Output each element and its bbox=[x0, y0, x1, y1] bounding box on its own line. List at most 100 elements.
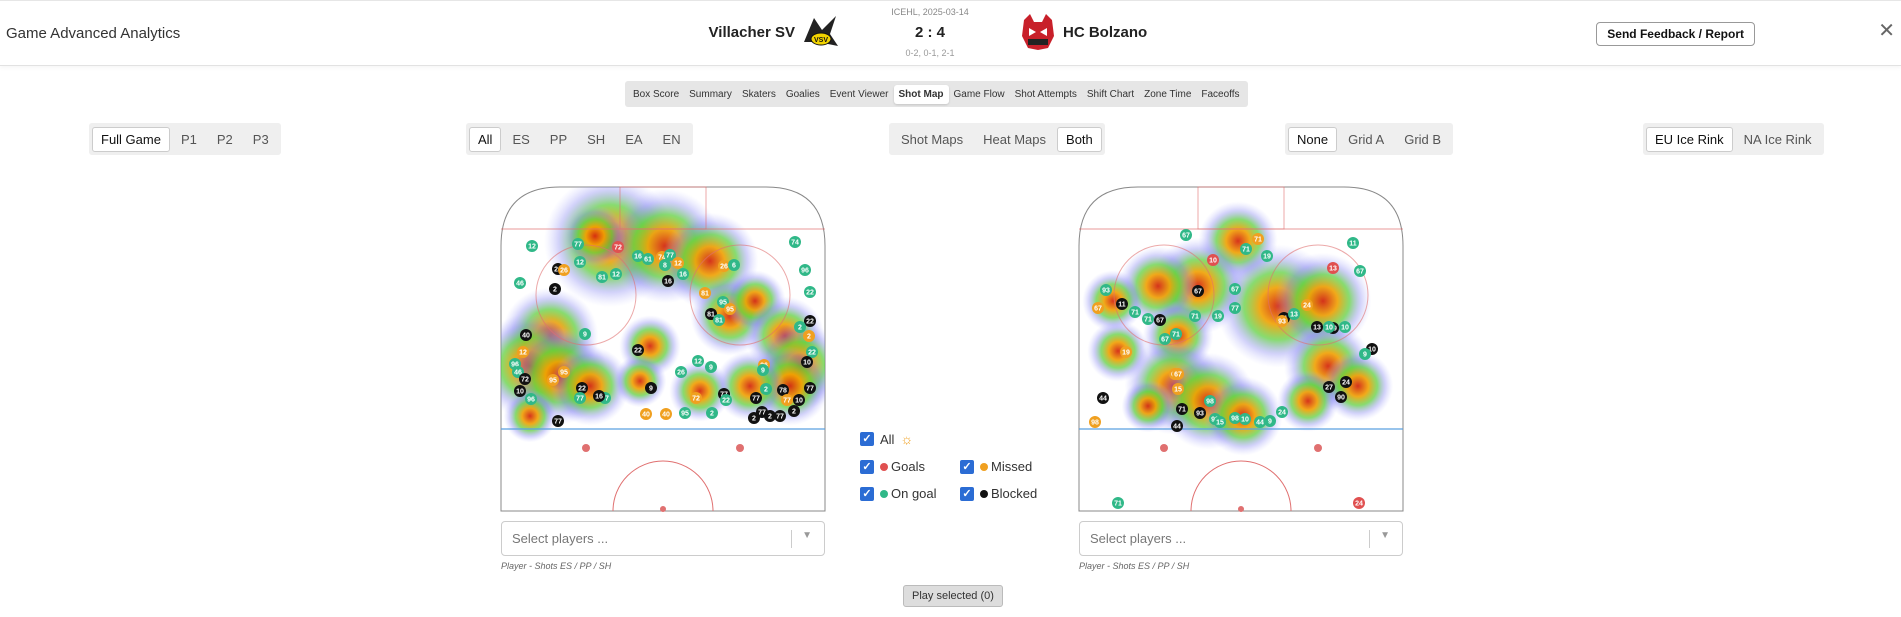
shot-marker[interactable]: 40 bbox=[660, 408, 672, 420]
shot-marker[interactable]: 93 bbox=[1100, 284, 1112, 296]
shot-marker[interactable]: 71 bbox=[1176, 403, 1188, 415]
shot-marker[interactable]: 12 bbox=[526, 240, 538, 252]
shot-marker[interactable]: 67 bbox=[1172, 368, 1184, 380]
rink-option-na-ice-rink[interactable]: NA Ice Rink bbox=[1743, 131, 1812, 147]
sun-icon[interactable]: ☼ bbox=[900, 431, 914, 447]
shot-marker[interactable]: 67 bbox=[1229, 283, 1241, 295]
shot-marker[interactable]: 22 bbox=[804, 286, 816, 298]
tab-faceoffs[interactable]: Faceoffs bbox=[1201, 88, 1240, 100]
shot-marker[interactable]: 77 bbox=[750, 392, 762, 404]
period-option-p1[interactable]: P1 bbox=[180, 131, 197, 147]
strength-option-es[interactable]: ES bbox=[512, 131, 530, 147]
shot-marker[interactable]: 19 bbox=[1261, 250, 1273, 262]
shot-marker[interactable]: 95 bbox=[724, 303, 736, 315]
grid-option-grid-b[interactable]: Grid B bbox=[1404, 131, 1442, 147]
shot-marker[interactable]: 2 bbox=[748, 412, 760, 424]
shot-marker[interactable]: 77 bbox=[552, 415, 564, 427]
shot-marker[interactable]: 10 bbox=[801, 356, 813, 368]
shot-marker[interactable]: 95 bbox=[558, 366, 570, 378]
shot-marker[interactable]: 72 bbox=[519, 373, 531, 385]
shot-marker[interactable]: 71 bbox=[1142, 313, 1154, 325]
shot-marker[interactable]: 77 bbox=[1229, 302, 1241, 314]
shot-marker[interactable]: 71 bbox=[1189, 310, 1201, 322]
shot-marker[interactable]: 16 bbox=[593, 390, 605, 402]
shot-marker[interactable]: 15 bbox=[1214, 416, 1226, 428]
strength-option-ea[interactable]: EA bbox=[625, 131, 643, 147]
shot-marker[interactable]: 61 bbox=[642, 253, 654, 265]
send-feedback-button[interactable]: Send Feedback / Report bbox=[1596, 22, 1755, 46]
shot-marker[interactable]: 10 bbox=[1339, 321, 1351, 333]
shot-marker[interactable]: 16 bbox=[632, 250, 644, 262]
on-goal-checkbox[interactable]: ✓ On goal bbox=[860, 486, 937, 501]
shot-marker[interactable]: 9 bbox=[1359, 348, 1371, 360]
shot-marker[interactable]: 77 bbox=[574, 392, 586, 404]
shot-marker[interactable]: 12 bbox=[574, 256, 586, 268]
shot-marker[interactable]: 22 bbox=[720, 394, 732, 406]
shot-marker[interactable]: 6 bbox=[728, 259, 740, 271]
shot-marker[interactable]: 16 bbox=[677, 268, 689, 280]
shot-marker[interactable]: 22 bbox=[804, 315, 816, 327]
shot-marker[interactable]: 24 bbox=[1276, 406, 1288, 418]
shot-marker[interactable]: 96 bbox=[799, 264, 811, 276]
shot-marker[interactable]: 10 bbox=[1323, 321, 1335, 333]
shot-marker[interactable]: 10 bbox=[793, 394, 805, 406]
shot-marker[interactable]: 22 bbox=[576, 382, 588, 394]
shot-marker[interactable]: 16 bbox=[662, 275, 674, 287]
shot-marker[interactable]: 71 bbox=[1129, 306, 1141, 318]
tab-summary[interactable]: Summary bbox=[689, 88, 732, 100]
grid-option-none[interactable]: None bbox=[1288, 126, 1338, 152]
shot-marker[interactable]: 67 bbox=[1354, 265, 1366, 277]
shot-marker[interactable]: 9 bbox=[757, 364, 769, 376]
shot-marker[interactable]: 67 bbox=[1180, 229, 1192, 241]
shot-marker[interactable]: 40 bbox=[640, 408, 652, 420]
shot-marker[interactable]: 77 bbox=[804, 382, 816, 394]
tab-event-viewer[interactable]: Event Viewer bbox=[829, 88, 889, 100]
shot-marker[interactable]: 67 bbox=[1154, 314, 1166, 326]
period-option-p3[interactable]: P3 bbox=[252, 131, 269, 147]
shot-marker[interactable]: 2 bbox=[764, 410, 776, 422]
view-option-shot-maps[interactable]: Shot Maps bbox=[901, 131, 964, 147]
shot-marker[interactable]: 77 bbox=[781, 394, 793, 406]
grid-option-grid-a[interactable]: Grid A bbox=[1348, 131, 1385, 147]
shot-marker[interactable]: 96 bbox=[525, 393, 537, 405]
shot-marker[interactable]: 71 bbox=[1240, 243, 1252, 255]
shot-marker[interactable]: 8 bbox=[659, 259, 671, 271]
shot-marker[interactable]: 77 bbox=[774, 410, 786, 422]
shot-marker[interactable]: 72 bbox=[612, 241, 624, 253]
shot-marker[interactable]: 12 bbox=[692, 355, 704, 367]
shot-marker[interactable]: 95 bbox=[547, 374, 559, 386]
goals-checkbox[interactable]: ✓ Goals bbox=[860, 459, 925, 474]
shot-marker[interactable]: 13 bbox=[1327, 262, 1339, 274]
strength-option-sh[interactable]: SH bbox=[587, 131, 606, 147]
shot-marker[interactable]: 2 bbox=[549, 283, 561, 295]
shot-marker[interactable]: 10 bbox=[514, 385, 526, 397]
shot-marker[interactable]: 77 bbox=[572, 238, 584, 250]
shot-marker[interactable]: 71 bbox=[1252, 233, 1264, 245]
shot-marker[interactable]: 71 bbox=[1112, 497, 1124, 509]
strength-option-pp[interactable]: PP bbox=[549, 131, 568, 147]
shot-marker[interactable]: 44 bbox=[1097, 392, 1109, 404]
shot-marker[interactable]: 12 bbox=[672, 257, 684, 269]
tab-skaters[interactable]: Skaters bbox=[741, 88, 776, 100]
shot-marker[interactable]: 24 bbox=[1340, 376, 1352, 388]
shot-marker[interactable]: 44 bbox=[1254, 416, 1266, 428]
shot-marker[interactable]: 71 bbox=[1170, 328, 1182, 340]
shot-marker[interactable]: 9 bbox=[579, 328, 591, 340]
shot-marker[interactable]: 2 bbox=[803, 330, 815, 342]
close-icon[interactable]: ✕ bbox=[1878, 20, 1895, 42]
view-option-heat-maps[interactable]: Heat Maps bbox=[983, 131, 1047, 147]
blocked-checkbox[interactable]: ✓ Blocked bbox=[960, 486, 1037, 501]
shot-marker[interactable]: 2 bbox=[706, 407, 718, 419]
period-option-p2[interactable]: P2 bbox=[216, 131, 233, 147]
shot-marker[interactable]: 98 bbox=[1089, 416, 1101, 428]
shot-marker[interactable]: 22 bbox=[632, 344, 644, 356]
shot-marker[interactable]: 2 bbox=[794, 321, 806, 333]
shot-marker[interactable]: 44 bbox=[1171, 420, 1183, 432]
shot-marker[interactable]: 11 bbox=[1347, 237, 1359, 249]
shot-marker[interactable]: 27 bbox=[1323, 381, 1335, 393]
tab-goalies[interactable]: Goalies bbox=[785, 88, 820, 100]
shot-marker[interactable]: 26 bbox=[718, 260, 730, 272]
shot-marker[interactable]: 90 bbox=[1335, 391, 1347, 403]
view-option-both[interactable]: Both bbox=[1057, 126, 1102, 152]
shot-marker[interactable]: 9 bbox=[645, 382, 657, 394]
